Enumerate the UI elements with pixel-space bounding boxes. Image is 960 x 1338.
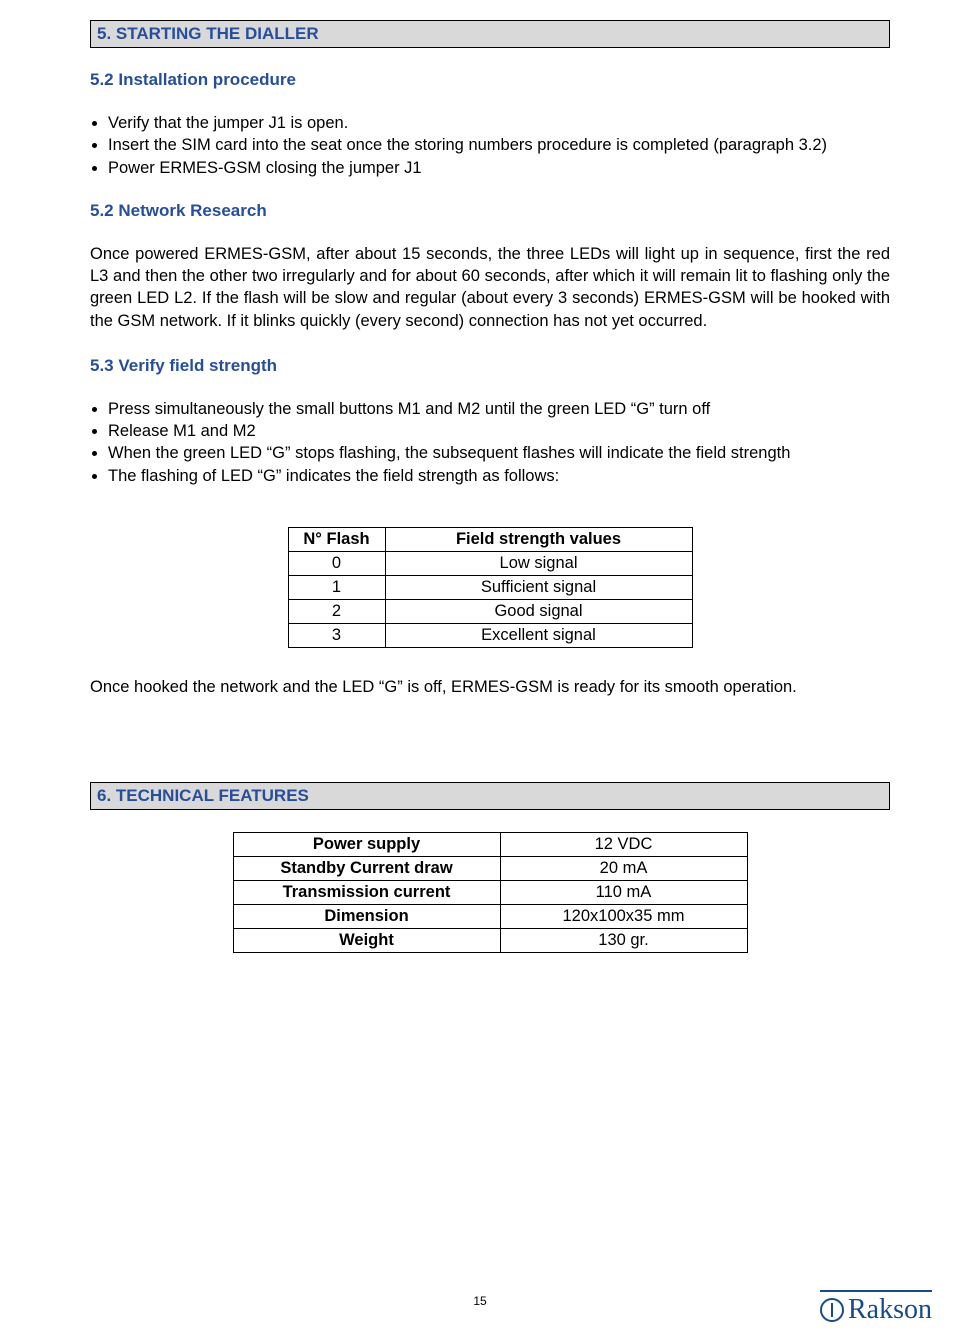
list-item: When the green LED “G” stops flashing, t… — [108, 442, 890, 464]
table-cell: Sufficient signal — [385, 575, 692, 599]
table-row: Dimension 120x100x35 mm — [233, 905, 747, 929]
installation-list: Verify that the jumper J1 is open. Inser… — [90, 112, 890, 179]
table-cell: 2 — [288, 599, 385, 623]
table-header: N° Flash — [288, 527, 385, 551]
table-row: 3 Excellent signal — [288, 623, 692, 647]
table-cell: Low signal — [385, 551, 692, 575]
table-cell: Good signal — [385, 599, 692, 623]
table-cell: Power supply — [233, 833, 500, 857]
verify-list: Press simultaneously the small buttons M… — [90, 398, 890, 487]
network-paragraph: Once powered ERMES-GSM, after about 15 s… — [90, 243, 890, 332]
table-cell: Standby Current draw — [233, 857, 500, 881]
table-row: Transmission current 110 mA — [233, 881, 747, 905]
table-cell: Dimension — [233, 905, 500, 929]
table-cell: 20 mA — [500, 857, 747, 881]
heading-network: 5.2 Network Research — [90, 201, 890, 221]
table-cell: 1 — [288, 575, 385, 599]
table-cell: 3 — [288, 623, 385, 647]
list-item: Release M1 and M2 — [108, 420, 890, 442]
table-header: Field strength values — [385, 527, 692, 551]
brand-name: Rakson — [848, 1294, 932, 1326]
section-6-header: 6. TECHNICAL FEATURES — [90, 782, 890, 810]
table-cell: 12 VDC — [500, 833, 747, 857]
list-item: Press simultaneously the small buttons M… — [108, 398, 890, 420]
technical-features-table: Power supply 12 VDC Standby Current draw… — [233, 832, 748, 953]
table-cell: 120x100x35 mm — [500, 905, 747, 929]
field-strength-table: N° Flash Field strength values 0 Low sig… — [288, 527, 693, 648]
page-number: 15 — [0, 1294, 960, 1308]
table-cell: Weight — [233, 929, 500, 953]
list-item: Insert the SIM card into the seat once t… — [108, 134, 890, 156]
table-cell: 130 gr. — [500, 929, 747, 953]
table-cell: 110 mA — [500, 881, 747, 905]
table-row: 2 Good signal — [288, 599, 692, 623]
after-table-paragraph: Once hooked the network and the LED “G” … — [90, 676, 890, 698]
list-item: Verify that the jumper J1 is open. — [108, 112, 890, 134]
table-cell: Transmission current — [233, 881, 500, 905]
table-row: Standby Current draw 20 mA — [233, 857, 747, 881]
brand-logo: Rakson — [820, 1290, 932, 1326]
table-cell: Excellent signal — [385, 623, 692, 647]
table-row: Weight 130 gr. — [233, 929, 747, 953]
table-row: 0 Low signal — [288, 551, 692, 575]
section-5-header: 5. STARTING THE DIALLER — [90, 20, 890, 48]
heading-verify: 5.3 Verify field strength — [90, 356, 890, 376]
table-row: Power supply 12 VDC — [233, 833, 747, 857]
table-row: 1 Sufficient signal — [288, 575, 692, 599]
list-item: Power ERMES-GSM closing the jumper J1 — [108, 157, 890, 179]
heading-installation: 5.2 Installation procedure — [90, 70, 890, 90]
logo-ring-icon — [820, 1298, 844, 1322]
table-cell: 0 — [288, 551, 385, 575]
list-item: The flashing of LED “G” indicates the fi… — [108, 465, 890, 487]
